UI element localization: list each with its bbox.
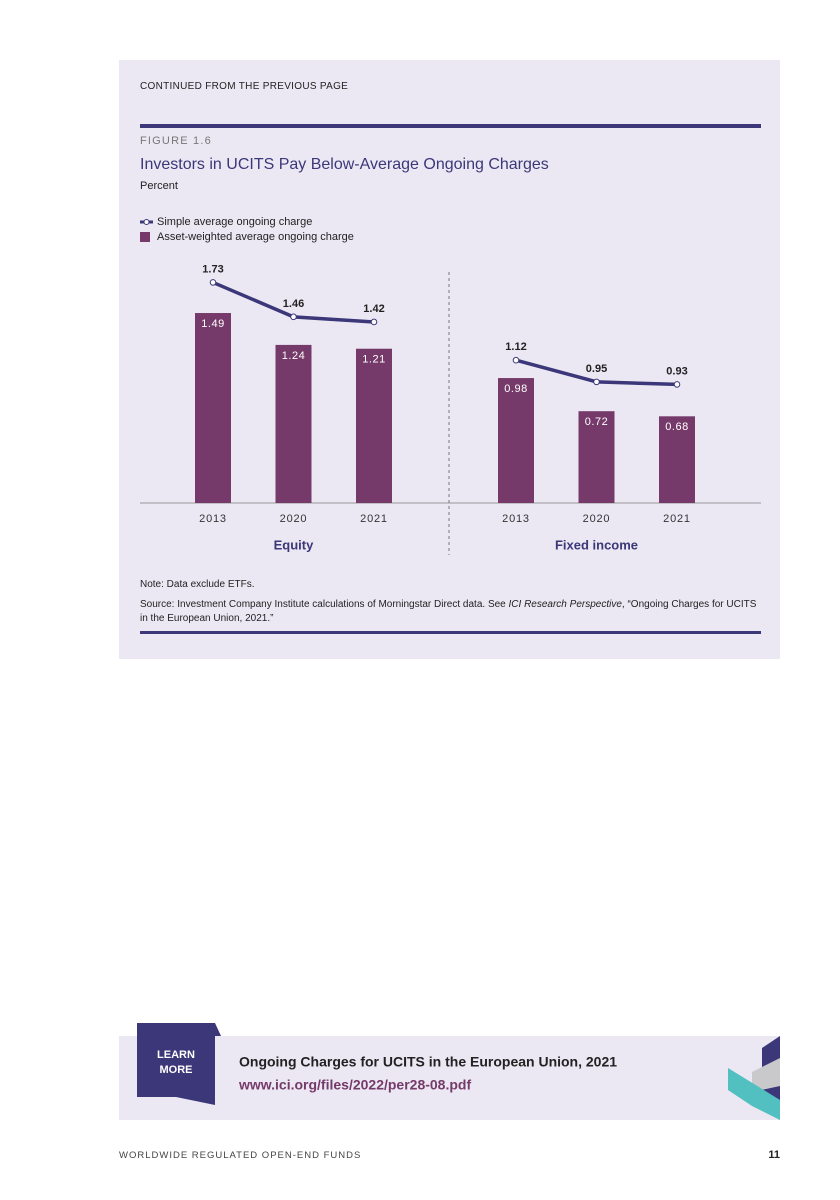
line-point [512, 356, 520, 364]
bar [659, 416, 695, 503]
line-value-label: 1.42 [363, 303, 384, 315]
footer: WORLDWIDE REGULATED OPEN-END FUNDS [119, 1150, 362, 1161]
bar-value-label: 0.72 [585, 416, 608, 428]
bar [578, 411, 615, 503]
line-value-label: 1.73 [202, 263, 223, 275]
source-text: Source: Investment Company Institute cal… [140, 599, 509, 610]
legend-label: Asset-weighted average ongoing charge [157, 231, 354, 243]
line-value-label: 0.95 [586, 363, 607, 375]
badge-text: LEARN [157, 1049, 195, 1061]
learn-more-title: Ongoing Charges for UCITS in the Europea… [239, 1054, 617, 1070]
learn-more-url[interactable]: www.ici.org/files/2022/per28-08.pdf [238, 1077, 471, 1093]
bar-value-label: 1.21 [362, 354, 385, 366]
group-label: Fixed income [555, 537, 638, 552]
line-point [593, 378, 600, 386]
x-tick-label: 2013 [502, 513, 530, 525]
legend-point-icon [143, 219, 150, 225]
chart-subtitle: Percent [140, 180, 178, 192]
line-point [290, 313, 297, 321]
line-value-label: 1.46 [283, 298, 304, 310]
decoration [728, 1068, 780, 1120]
rule [140, 631, 761, 634]
x-tick-label: 2021 [360, 513, 388, 525]
badge-text: MORE [160, 1064, 193, 1076]
header: CONTINUED FROM THE PREVIOUS PAGE [140, 81, 349, 92]
line-value-label: 0.93 [666, 365, 687, 377]
figure-label: FIGURE 1.6 [140, 135, 212, 147]
source-text: , “Ongoing Charges for UCITS in the Euro… [140, 599, 757, 624]
learn-more-panel [119, 1036, 780, 1120]
rule [140, 124, 761, 128]
x-tick-label: 2021 [663, 513, 691, 525]
source: Source: Investment Company Institute cal… [140, 598, 765, 626]
legend-label: Simple average ongoing charge [157, 216, 312, 228]
note: Note: Data exclude ETFs. [140, 579, 255, 590]
bar-value-label: 0.98 [504, 383, 527, 395]
chart-title: Investors in UCITS Pay Below-Average Ong… [140, 156, 549, 173]
bar [195, 313, 231, 503]
line-point [673, 381, 681, 388]
source-publication: ICI Research Perspective [508, 599, 622, 610]
legend-bar-icon [140, 232, 150, 242]
line-point [209, 279, 217, 286]
line-point [370, 318, 378, 326]
bar [498, 378, 534, 503]
bar-value-label: 1.49 [201, 318, 224, 330]
line-value-label: 1.12 [505, 341, 526, 353]
learn-more-badge [137, 1023, 221, 1105]
decoration [752, 1058, 780, 1092]
bar-value-label: 0.68 [665, 421, 688, 433]
bar [356, 348, 392, 503]
bar [275, 344, 312, 503]
group-label: Equity [274, 537, 314, 552]
x-tick-label: 2020 [583, 513, 611, 525]
x-tick-label: 2013 [199, 513, 227, 525]
page-number: 11 [768, 1149, 780, 1161]
x-tick-label: 2020 [280, 513, 308, 525]
bar-value-label: 1.24 [282, 350, 305, 362]
